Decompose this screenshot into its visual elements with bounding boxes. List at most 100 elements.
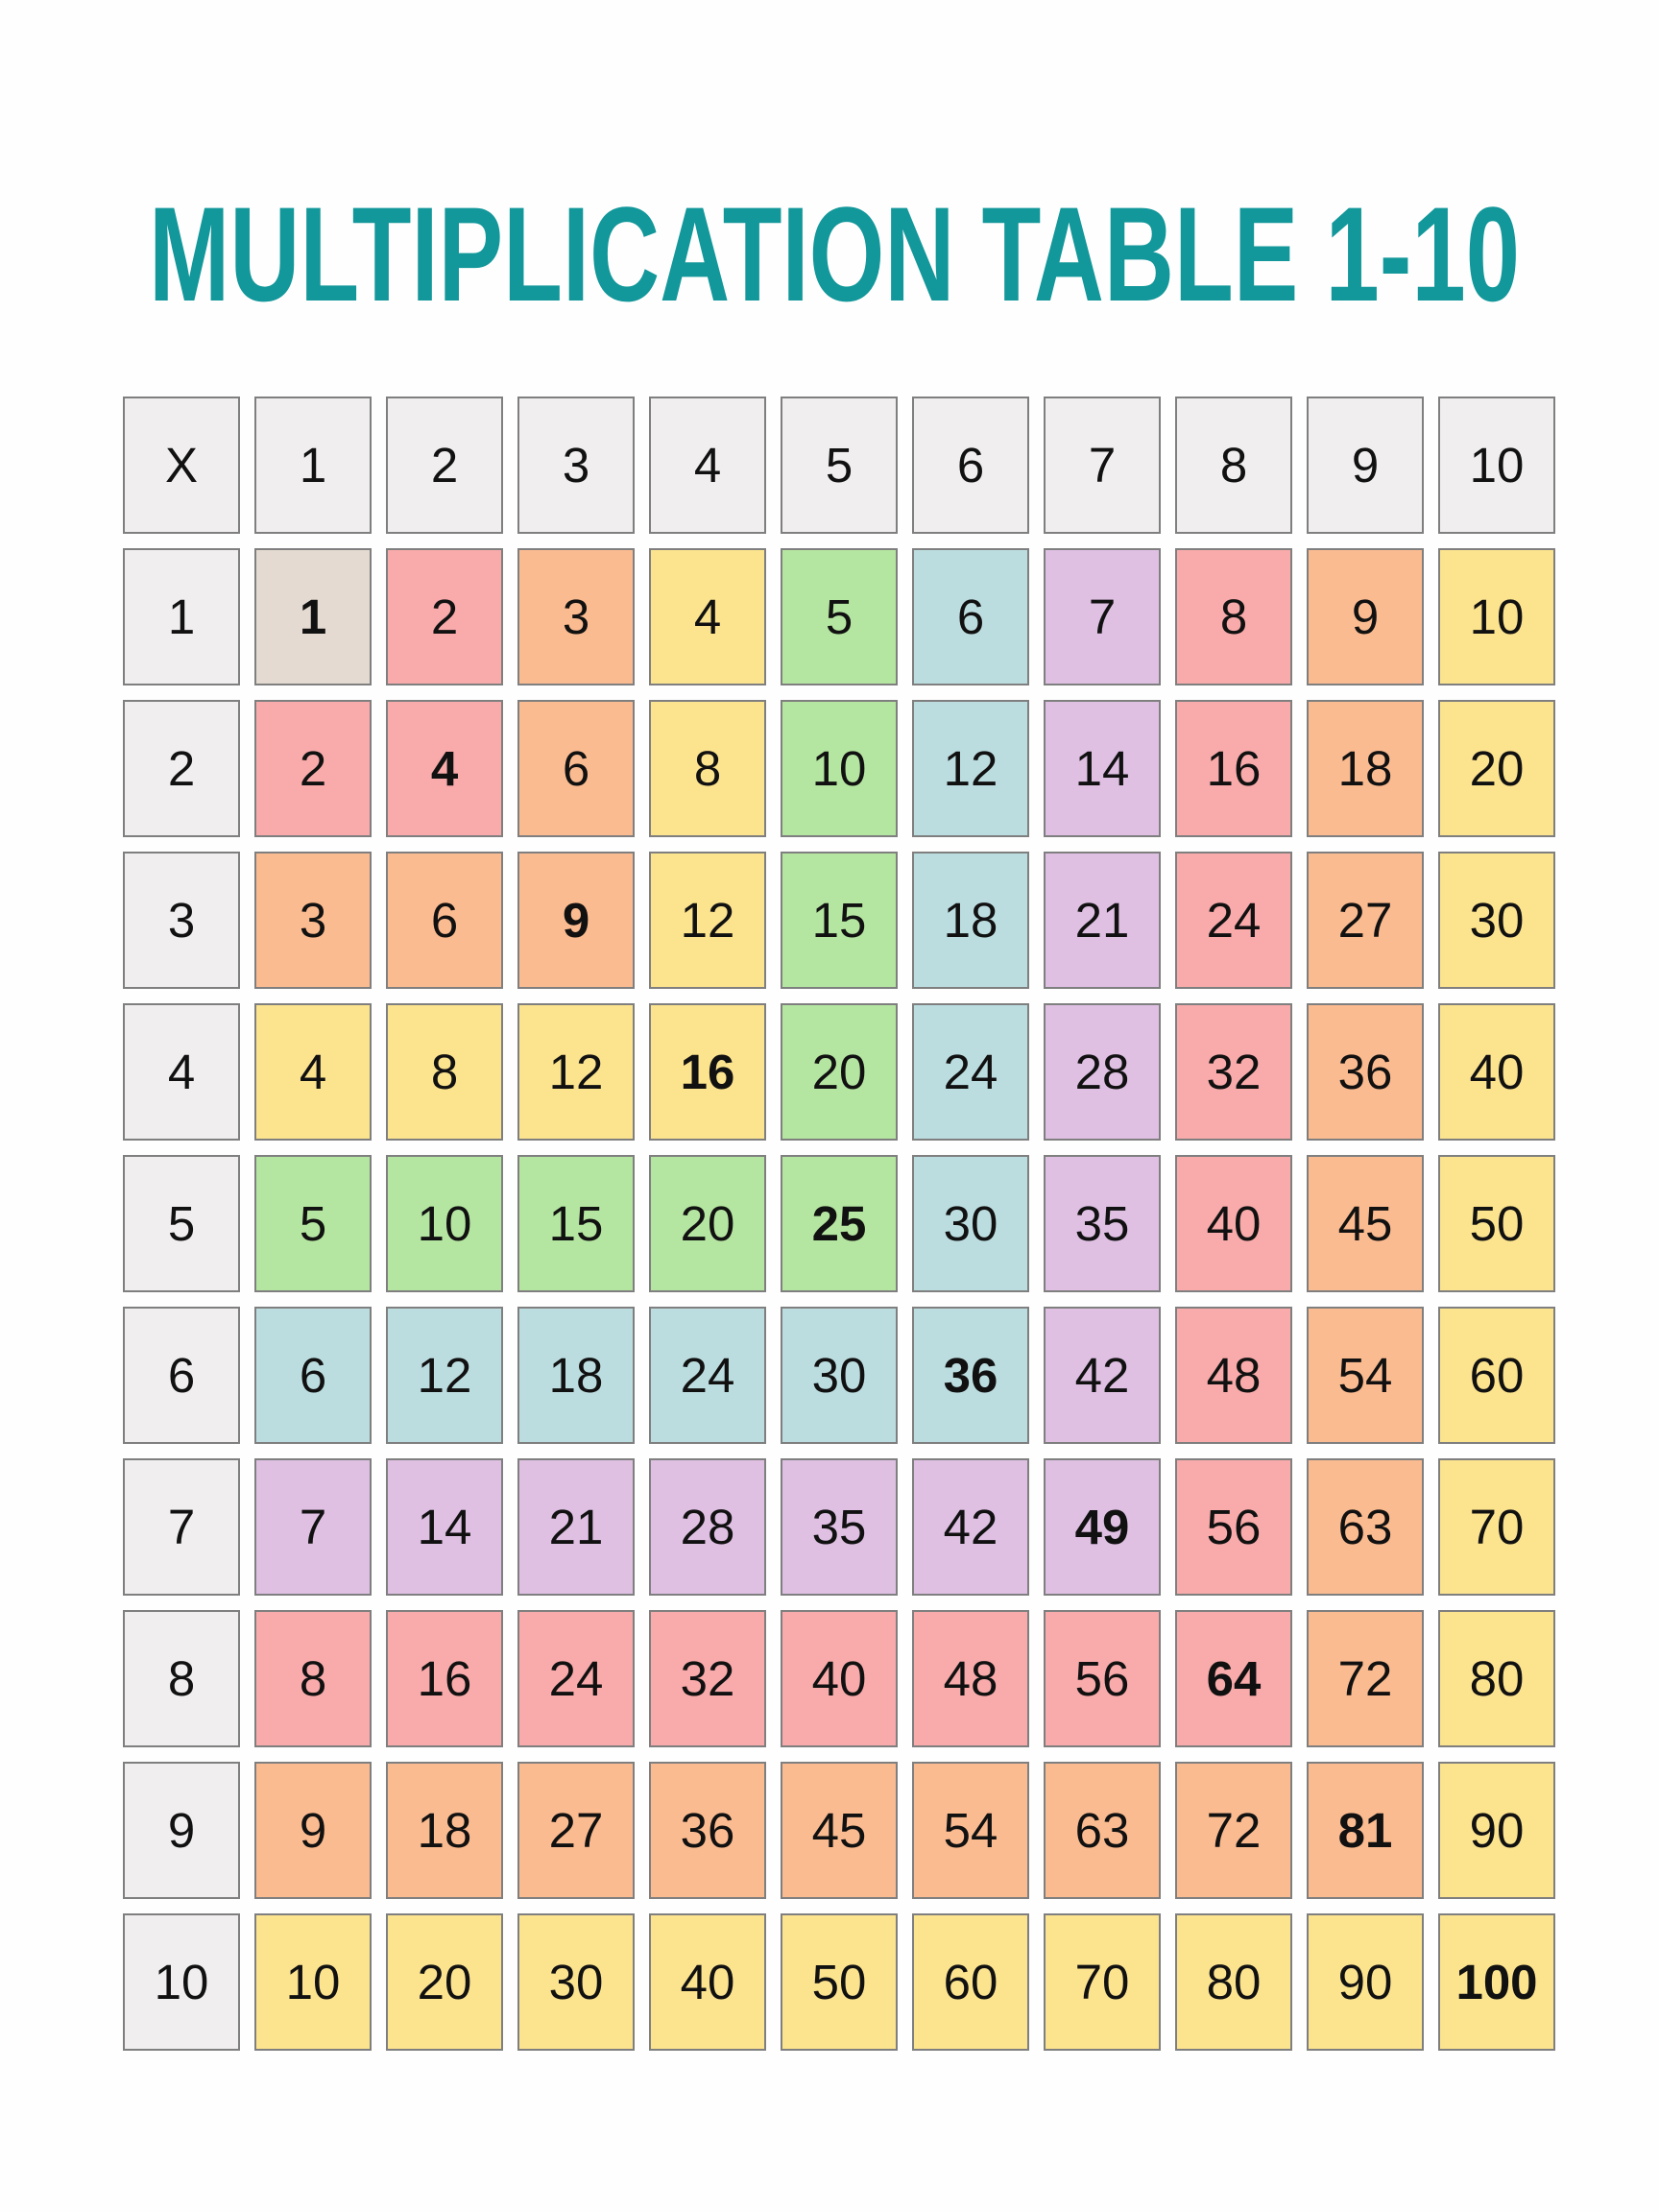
product-cell: 7	[254, 1458, 372, 1596]
column-header: 6	[912, 397, 1029, 534]
product-cell: 12	[517, 1003, 635, 1141]
product-cell: 40	[1438, 1003, 1555, 1141]
row-header: 6	[123, 1307, 240, 1444]
product-cell: 20	[649, 1155, 766, 1292]
product-cell: 50	[781, 1913, 898, 2051]
product-cell: 12	[386, 1307, 503, 1444]
product-cell: 2	[254, 700, 372, 837]
product-cell: 28	[649, 1458, 766, 1596]
product-cell: 10	[386, 1155, 503, 1292]
product-cell: 3	[254, 852, 372, 989]
column-header: 5	[781, 397, 898, 534]
product-cell: 7	[1044, 548, 1161, 685]
product-cell: 80	[1175, 1913, 1292, 2051]
product-cell: 50	[1438, 1155, 1555, 1292]
product-cell: 16	[386, 1610, 503, 1747]
product-cell: 14	[1044, 700, 1161, 837]
row-header: 4	[123, 1003, 240, 1141]
product-cell: 32	[1175, 1003, 1292, 1141]
product-cell: 15	[517, 1155, 635, 1292]
product-cell: 9	[254, 1762, 372, 1899]
product-cell: 18	[386, 1762, 503, 1899]
product-cell: 20	[386, 1913, 503, 2051]
product-cell: 14	[386, 1458, 503, 1596]
product-cell: 6	[254, 1307, 372, 1444]
product-cell: 6	[912, 548, 1029, 685]
product-cell: 21	[1044, 852, 1161, 989]
product-cell: 35	[781, 1458, 898, 1596]
product-cell: 24	[517, 1610, 635, 1747]
column-header: 2	[386, 397, 503, 534]
product-cell: 30	[517, 1913, 635, 2051]
product-cell: 42	[912, 1458, 1029, 1596]
product-cell: 54	[1307, 1307, 1424, 1444]
product-cell: 28	[1044, 1003, 1161, 1141]
product-cell: 45	[1307, 1155, 1424, 1292]
square-cell: 36	[912, 1307, 1029, 1444]
row-header: 1	[123, 548, 240, 685]
row-header: 9	[123, 1762, 240, 1899]
product-cell: 20	[781, 1003, 898, 1141]
product-cell: 24	[1175, 852, 1292, 989]
product-cell: 30	[781, 1307, 898, 1444]
product-cell: 80	[1438, 1610, 1555, 1747]
row-header: 2	[123, 700, 240, 837]
product-cell: 16	[1175, 700, 1292, 837]
product-cell: 18	[517, 1307, 635, 1444]
product-cell: 5	[254, 1155, 372, 1292]
product-cell: 36	[649, 1762, 766, 1899]
square-cell: 64	[1175, 1610, 1292, 1747]
product-cell: 56	[1044, 1610, 1161, 1747]
product-cell: 48	[1175, 1307, 1292, 1444]
column-header: 8	[1175, 397, 1292, 534]
row-header: 3	[123, 852, 240, 989]
product-cell: 30	[912, 1155, 1029, 1292]
square-cell: 4	[386, 700, 503, 837]
product-cell: 12	[912, 700, 1029, 837]
square-cell: 25	[781, 1155, 898, 1292]
product-cell: 8	[254, 1610, 372, 1747]
product-cell: 6	[386, 852, 503, 989]
product-cell: 5	[781, 548, 898, 685]
product-cell: 45	[781, 1762, 898, 1899]
product-cell: 2	[386, 548, 503, 685]
column-header: 7	[1044, 397, 1161, 534]
product-cell: 72	[1307, 1610, 1424, 1747]
product-cell: 6	[517, 700, 635, 837]
column-header: 3	[517, 397, 635, 534]
square-cell: 16	[649, 1003, 766, 1141]
product-cell: 56	[1175, 1458, 1292, 1596]
square-cell: 100	[1438, 1913, 1555, 2051]
product-cell: 35	[1044, 1155, 1161, 1292]
product-cell: 48	[912, 1610, 1029, 1747]
product-cell: 30	[1438, 852, 1555, 989]
product-cell: 60	[1438, 1307, 1555, 1444]
corner-cell: X	[123, 397, 240, 534]
square-cell: 9	[517, 852, 635, 989]
column-header: 1	[254, 397, 372, 534]
product-cell: 42	[1044, 1307, 1161, 1444]
product-cell: 21	[517, 1458, 635, 1596]
product-cell: 9	[1307, 548, 1424, 685]
product-cell: 18	[912, 852, 1029, 989]
product-cell: 24	[649, 1307, 766, 1444]
product-cell: 70	[1438, 1458, 1555, 1596]
multiplication-table: X 1 2 3 4 5 6 7 8 9 10 1 2 3 4 5 6 7 8 9 10 1 2 3 4 5 6 7 8 9 10 2 4 6 8 10…	[123, 397, 1555, 2057]
product-cell: 32	[649, 1610, 766, 1747]
square-cell: 81	[1307, 1762, 1424, 1899]
product-cell: 4	[254, 1003, 372, 1141]
column-header: 10	[1438, 397, 1555, 534]
product-cell: 8	[386, 1003, 503, 1141]
product-cell: 18	[1307, 700, 1424, 837]
product-cell: 3	[517, 548, 635, 685]
product-cell: 60	[912, 1913, 1029, 2051]
product-cell: 90	[1307, 1913, 1424, 2051]
product-cell: 8	[649, 700, 766, 837]
product-cell: 40	[1175, 1155, 1292, 1292]
row-header: 7	[123, 1458, 240, 1596]
product-cell: 8	[1175, 548, 1292, 685]
product-cell: 10	[1438, 548, 1555, 685]
product-cell: 20	[1438, 700, 1555, 837]
product-cell: 10	[254, 1913, 372, 2051]
product-cell: 36	[1307, 1003, 1424, 1141]
